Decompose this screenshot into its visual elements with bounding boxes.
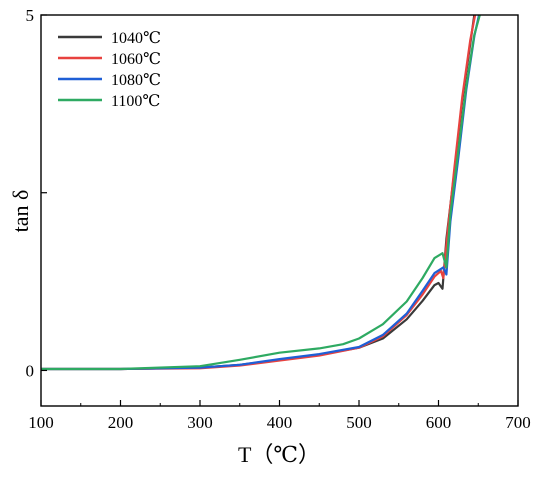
legend-label-0: 1040℃ — [111, 30, 161, 47]
ticks-layer: 100 200 300 400 500 600 700 0 5 — [26, 6, 531, 432]
x-tick-label: 100 — [28, 413, 54, 432]
series-line-0 — [41, 15, 476, 371]
series-line-2 — [41, 15, 481, 371]
x-tick-label: 700 — [505, 413, 531, 432]
legend: 1040℃ 1060℃ 1080℃ 1100℃ — [58, 30, 161, 110]
y-tick-label: 0 — [26, 361, 35, 380]
x-tick-label: 300 — [187, 413, 213, 432]
x-tick-label: 600 — [426, 413, 452, 432]
legend-label-1: 1060℃ — [111, 51, 161, 68]
y-axis-title: tan δ — [8, 190, 33, 233]
legend-label-3: 1100℃ — [111, 93, 160, 110]
x-tick-label: 400 — [267, 413, 293, 432]
series-line-3 — [41, 15, 481, 371]
x-tick-label: 200 — [108, 413, 134, 432]
x-axis-title: T（℃） — [238, 442, 320, 467]
x-tick-label: 500 — [346, 413, 372, 432]
legend-label-2: 1080℃ — [111, 72, 161, 89]
series-layer — [41, 15, 481, 371]
y-tick-label: 5 — [26, 6, 35, 25]
